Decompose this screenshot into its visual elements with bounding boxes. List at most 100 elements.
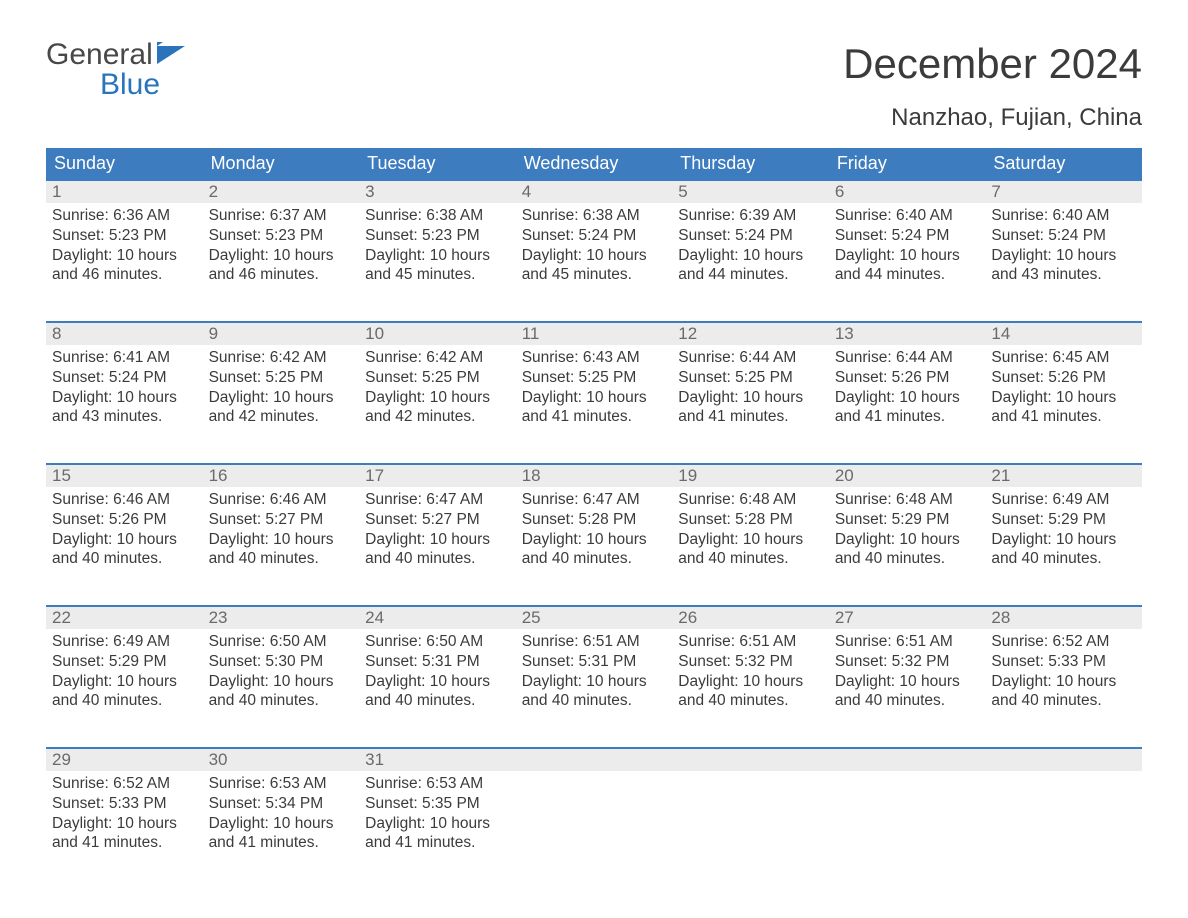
calendar-cell: 16Sunrise: 6:46 AMSunset: 5:27 PMDayligh… [203,463,360,589]
day-content: Sunrise: 6:51 AMSunset: 5:32 PMDaylight:… [829,629,986,719]
day-content: Sunrise: 6:48 AMSunset: 5:29 PMDaylight:… [829,487,986,577]
day-number [516,749,673,771]
calendar-cell [829,747,986,873]
calendar-week: 22Sunrise: 6:49 AMSunset: 5:29 PMDayligh… [46,605,1142,731]
calendar-cell: 7Sunrise: 6:40 AMSunset: 5:24 PMDaylight… [985,179,1142,305]
day-content: Sunrise: 6:47 AMSunset: 5:28 PMDaylight:… [516,487,673,577]
day-content: Sunrise: 6:49 AMSunset: 5:29 PMDaylight:… [46,629,203,719]
calendar-cell: 20Sunrise: 6:48 AMSunset: 5:29 PMDayligh… [829,463,986,589]
day-number: 16 [203,465,360,487]
calendar-week: 8Sunrise: 6:41 AMSunset: 5:24 PMDaylight… [46,321,1142,447]
calendar-cell: 14Sunrise: 6:45 AMSunset: 5:26 PMDayligh… [985,321,1142,447]
calendar-cell: 24Sunrise: 6:50 AMSunset: 5:31 PMDayligh… [359,605,516,731]
calendar-cell: 21Sunrise: 6:49 AMSunset: 5:29 PMDayligh… [985,463,1142,589]
day-content: Sunrise: 6:51 AMSunset: 5:31 PMDaylight:… [516,629,673,719]
calendar-cell [672,747,829,873]
day-number: 18 [516,465,673,487]
calendar-cell: 27Sunrise: 6:51 AMSunset: 5:32 PMDayligh… [829,605,986,731]
calendar-cell: 10Sunrise: 6:42 AMSunset: 5:25 PMDayligh… [359,321,516,447]
day-content: Sunrise: 6:37 AMSunset: 5:23 PMDaylight:… [203,203,360,293]
calendar-cell: 28Sunrise: 6:52 AMSunset: 5:33 PMDayligh… [985,605,1142,731]
day-number: 15 [46,465,203,487]
day-number: 13 [829,323,986,345]
day-number: 23 [203,607,360,629]
day-content: Sunrise: 6:42 AMSunset: 5:25 PMDaylight:… [203,345,360,435]
calendar-cell: 30Sunrise: 6:53 AMSunset: 5:34 PMDayligh… [203,747,360,873]
day-number: 21 [985,465,1142,487]
week-spacer [46,305,1142,321]
day-number: 5 [672,181,829,203]
day-number: 11 [516,323,673,345]
day-number: 7 [985,181,1142,203]
day-content: Sunrise: 6:41 AMSunset: 5:24 PMDaylight:… [46,345,203,435]
day-number [829,749,986,771]
day-number [985,749,1142,771]
day-content: Sunrise: 6:46 AMSunset: 5:27 PMDaylight:… [203,487,360,577]
calendar-cell: 19Sunrise: 6:48 AMSunset: 5:28 PMDayligh… [672,463,829,589]
calendar-cell: 4Sunrise: 6:38 AMSunset: 5:24 PMDaylight… [516,179,673,305]
day-header: Saturday [985,148,1142,179]
calendar-cell: 11Sunrise: 6:43 AMSunset: 5:25 PMDayligh… [516,321,673,447]
day-number: 20 [829,465,986,487]
calendar-cell: 31Sunrise: 6:53 AMSunset: 5:35 PMDayligh… [359,747,516,873]
day-content: Sunrise: 6:53 AMSunset: 5:34 PMDaylight:… [203,771,360,861]
day-content [672,771,829,782]
week-spacer [46,589,1142,605]
calendar-cell: 8Sunrise: 6:41 AMSunset: 5:24 PMDaylight… [46,321,203,447]
day-number: 4 [516,181,673,203]
day-content [829,771,986,782]
day-content: Sunrise: 6:40 AMSunset: 5:24 PMDaylight:… [985,203,1142,293]
day-content: Sunrise: 6:42 AMSunset: 5:25 PMDaylight:… [359,345,516,435]
day-number: 24 [359,607,516,629]
day-content: Sunrise: 6:43 AMSunset: 5:25 PMDaylight:… [516,345,673,435]
day-number: 9 [203,323,360,345]
day-content: Sunrise: 6:47 AMSunset: 5:27 PMDaylight:… [359,487,516,577]
calendar-cell: 26Sunrise: 6:51 AMSunset: 5:32 PMDayligh… [672,605,829,731]
calendar-cell: 17Sunrise: 6:47 AMSunset: 5:27 PMDayligh… [359,463,516,589]
day-number: 30 [203,749,360,771]
day-number: 14 [985,323,1142,345]
day-content: Sunrise: 6:40 AMSunset: 5:24 PMDaylight:… [829,203,986,293]
day-header-row: SundayMondayTuesdayWednesdayThursdayFrid… [46,148,1142,179]
calendar-cell: 2Sunrise: 6:37 AMSunset: 5:23 PMDaylight… [203,179,360,305]
day-content: Sunrise: 6:39 AMSunset: 5:24 PMDaylight:… [672,203,829,293]
day-content: Sunrise: 6:50 AMSunset: 5:31 PMDaylight:… [359,629,516,719]
calendar-cell [516,747,673,873]
day-content: Sunrise: 6:51 AMSunset: 5:32 PMDaylight:… [672,629,829,719]
day-header: Thursday [672,148,829,179]
day-number: 28 [985,607,1142,629]
week-spacer [46,447,1142,463]
day-header: Friday [829,148,986,179]
calendar-cell: 29Sunrise: 6:52 AMSunset: 5:33 PMDayligh… [46,747,203,873]
day-number: 6 [829,181,986,203]
week-spacer [46,731,1142,747]
day-content: Sunrise: 6:38 AMSunset: 5:23 PMDaylight:… [359,203,516,293]
calendar-cell: 18Sunrise: 6:47 AMSunset: 5:28 PMDayligh… [516,463,673,589]
calendar-cell: 25Sunrise: 6:51 AMSunset: 5:31 PMDayligh… [516,605,673,731]
day-number: 3 [359,181,516,203]
flag-icon [157,40,187,70]
calendar-cell: 6Sunrise: 6:40 AMSunset: 5:24 PMDaylight… [829,179,986,305]
day-number: 26 [672,607,829,629]
day-number: 22 [46,607,203,629]
day-number: 17 [359,465,516,487]
calendar-week: 15Sunrise: 6:46 AMSunset: 5:26 PMDayligh… [46,463,1142,589]
day-number: 31 [359,749,516,771]
logo-text-general: General [46,40,153,70]
calendar-week: 29Sunrise: 6:52 AMSunset: 5:33 PMDayligh… [46,747,1142,873]
calendar-cell: 12Sunrise: 6:44 AMSunset: 5:25 PMDayligh… [672,321,829,447]
calendar-cell: 3Sunrise: 6:38 AMSunset: 5:23 PMDaylight… [359,179,516,305]
day-content: Sunrise: 6:38 AMSunset: 5:24 PMDaylight:… [516,203,673,293]
calendar-cell: 5Sunrise: 6:39 AMSunset: 5:24 PMDaylight… [672,179,829,305]
calendar-table: SundayMondayTuesdayWednesdayThursdayFrid… [46,148,1142,873]
calendar-cell: 1Sunrise: 6:36 AMSunset: 5:23 PMDaylight… [46,179,203,305]
title-block: December 2024 Nanzhao, Fujian, China [843,40,1142,144]
day-number: 19 [672,465,829,487]
day-number: 12 [672,323,829,345]
day-number: 29 [46,749,203,771]
day-number: 27 [829,607,986,629]
calendar-week: 1Sunrise: 6:36 AMSunset: 5:23 PMDaylight… [46,179,1142,305]
day-content: Sunrise: 6:49 AMSunset: 5:29 PMDaylight:… [985,487,1142,577]
day-content: Sunrise: 6:48 AMSunset: 5:28 PMDaylight:… [672,487,829,577]
day-content: Sunrise: 6:52 AMSunset: 5:33 PMDaylight:… [46,771,203,861]
